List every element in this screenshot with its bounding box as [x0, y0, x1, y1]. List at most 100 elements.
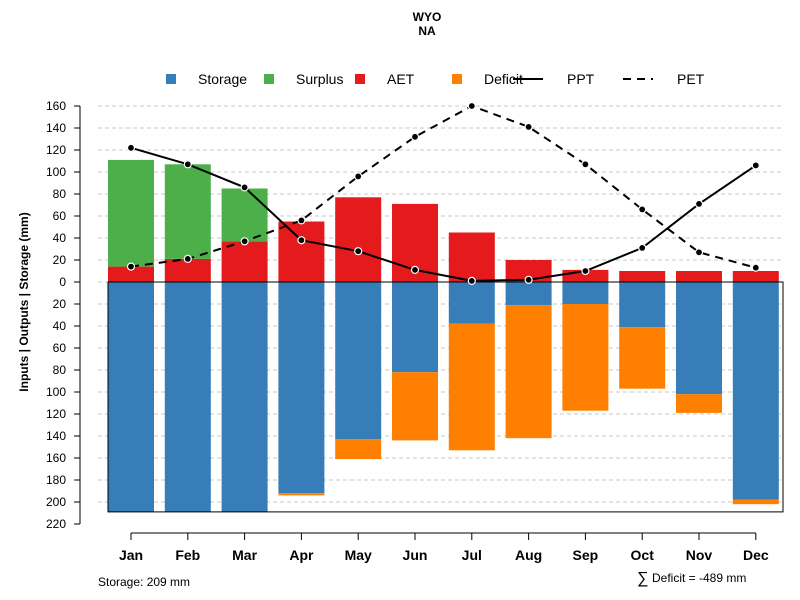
storage-capacity-outline [107, 281, 784, 513]
deficit-legend-swatch [452, 74, 462, 84]
y-tick-label: 140 [46, 121, 66, 135]
y-tick-label: 220 [46, 517, 66, 531]
storage-legend-label: Storage [198, 71, 247, 87]
aet-bar [108, 266, 154, 282]
aet-bar [335, 197, 382, 282]
pet-point [297, 216, 306, 225]
month-label: May [345, 547, 372, 563]
month-label: Jan [119, 547, 143, 563]
surplus-bar [108, 159, 154, 267]
ppt-point [524, 275, 533, 284]
gridlines [98, 105, 783, 503]
y-tick-label: 80 [53, 363, 67, 377]
lines [126, 101, 760, 285]
sum-symbol: ∑ [637, 570, 648, 587]
ppt-point [126, 143, 136, 152]
y-tick-label: 160 [46, 451, 66, 465]
storage-bar [108, 282, 154, 512]
deficit-bar [335, 439, 382, 460]
y-tick-label: 180 [46, 473, 66, 487]
storage-bar [221, 282, 268, 512]
y-tick-label: 140 [46, 429, 66, 443]
pet-point [694, 248, 704, 257]
bars [108, 159, 779, 512]
month-label: Mar [232, 547, 257, 563]
aet-bar [221, 241, 268, 282]
storage-bar [448, 282, 495, 324]
pet-point [638, 205, 647, 214]
storage-bar [392, 282, 438, 373]
month-label: Feb [175, 547, 200, 563]
storage-capacity-box [107, 281, 784, 513]
pet-point [751, 263, 760, 272]
month-label: Nov [686, 547, 713, 563]
pet-point [126, 262, 136, 271]
month-label: Apr [289, 547, 314, 563]
y-tick-label: 20 [53, 253, 67, 267]
ppt-point [751, 161, 760, 170]
deficit-bar [448, 323, 495, 451]
y-tick-label: 100 [46, 165, 66, 179]
pet-line [130, 104, 757, 269]
month-label: Dec [743, 547, 769, 563]
ppt-point [694, 199, 704, 208]
storage-bar [732, 282, 779, 500]
deficit-bar [505, 305, 552, 439]
ppt-point [354, 247, 363, 256]
ppt-point [297, 236, 306, 245]
y-tick-label: 200 [46, 495, 66, 509]
month-label: Sep [573, 547, 599, 563]
pet-point [410, 132, 420, 141]
y-tick-label: 20 [53, 297, 67, 311]
storage-bar [164, 282, 211, 512]
storage-footer: Storage: 209 mm [98, 575, 190, 589]
deficit-footer: Deficit = -489 mm [652, 571, 746, 585]
y-tick-label: 100 [46, 385, 66, 399]
aet-bar [619, 271, 666, 282]
chart-subtitle: NA [418, 24, 436, 38]
surplus-bar [221, 188, 268, 242]
pet-point [183, 254, 192, 263]
ppt-line [130, 146, 757, 282]
surplus-bar [164, 164, 211, 259]
deficit-bar [278, 493, 325, 496]
y-tick-label: 80 [53, 187, 67, 201]
deficit-bar [392, 372, 438, 441]
storage-bar [505, 282, 552, 306]
storage-bar [619, 282, 666, 328]
deficit-legend-label: Deficit [484, 71, 523, 87]
month-label: Aug [515, 547, 542, 563]
deficit-bar [619, 327, 666, 389]
surplus-legend-label: Surplus [296, 71, 343, 87]
ppt-point [581, 266, 590, 276]
aet-bar [448, 232, 495, 282]
deficit-bar [732, 499, 779, 505]
aet-bar [676, 271, 722, 282]
storage-legend-swatch [166, 74, 176, 84]
y-axis: 1601401201008060402002040608010012014016… [46, 99, 81, 531]
x-axis: Jan Feb Mar Apr May Jun Jul Aug Sep Oct Nov Dec [119, 532, 769, 563]
ppt-point [410, 265, 420, 274]
ppt-point [183, 160, 192, 169]
y-tick-label: 0 [59, 275, 66, 289]
deficit-bar [562, 304, 609, 411]
pet-point [354, 172, 363, 181]
surplus-legend-swatch [264, 74, 274, 84]
y-tick-label: 120 [46, 143, 66, 157]
legend: Storage Surplus AET Deficit PPT PET [166, 71, 705, 87]
y-tick-label: 60 [53, 209, 67, 223]
y-axis-label: Inputs | Outputs | Storage (mm) [17, 212, 31, 391]
aet-bar [278, 221, 325, 282]
pet-point [581, 160, 590, 169]
month-label: Jun [403, 547, 428, 563]
aet-bar [732, 271, 779, 282]
ppt-legend-label: PPT [567, 71, 595, 87]
pet-point [524, 122, 533, 132]
storage-bar [335, 282, 382, 440]
y-tick-label: 40 [53, 319, 67, 333]
pet-legend-label: PET [677, 71, 705, 87]
storage-bar [278, 282, 325, 494]
aet-legend-label: AET [387, 71, 415, 87]
y-tick-label: 40 [53, 231, 67, 245]
